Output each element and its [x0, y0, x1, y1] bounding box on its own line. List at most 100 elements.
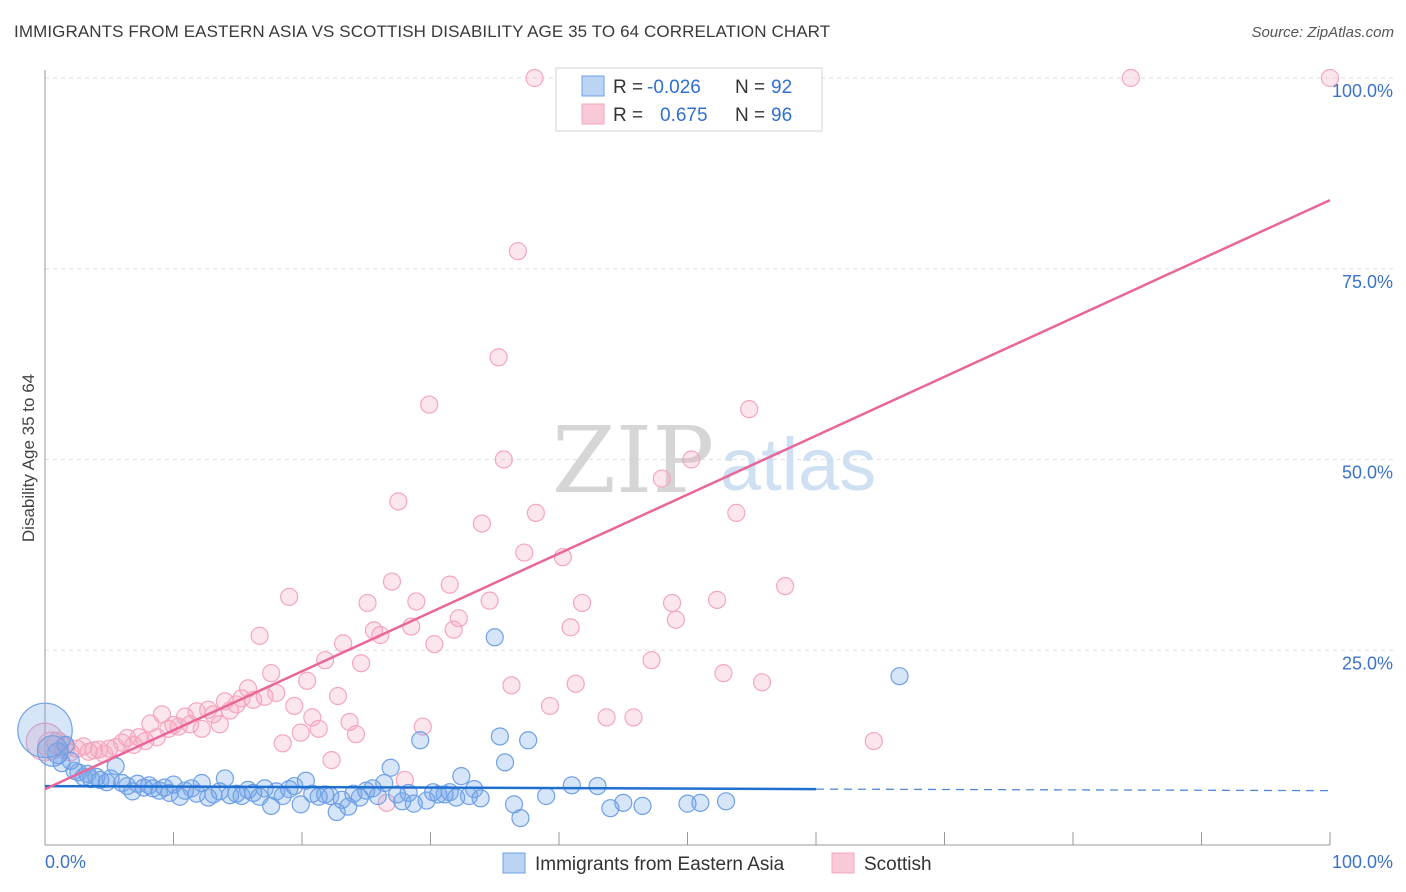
bottom-legend-label-scottish: Scottish — [864, 854, 932, 875]
point-scottish — [262, 664, 281, 683]
x-ticks: 0.0% 100.0% — [44, 832, 1393, 872]
point-scottish — [250, 626, 269, 645]
point-eastern-asia — [350, 788, 369, 807]
legend-swatch-eastern-asia — [581, 75, 605, 97]
y-tick-label: 50.0% — [1342, 463, 1393, 483]
point-eastern-asia — [633, 796, 652, 816]
point-scottish — [642, 651, 661, 670]
point-scottish — [515, 543, 534, 562]
point-scottish — [666, 610, 686, 629]
point-eastern-asia — [465, 780, 484, 799]
point-eastern-asia — [411, 731, 430, 750]
legend-n-label: N = — [735, 105, 765, 126]
point-scottish — [1121, 68, 1140, 88]
point-scottish — [413, 717, 432, 736]
point-scottish — [472, 514, 491, 533]
point-eastern-asia — [429, 785, 448, 804]
point-scottish — [494, 450, 513, 469]
point-eastern-asia — [291, 795, 310, 814]
point-scottish — [740, 400, 759, 419]
point-scottish — [662, 593, 682, 613]
point-scottish — [525, 68, 544, 88]
point-scottish — [210, 715, 229, 734]
legend-r-value: -0.026 — [647, 77, 701, 98]
legend-n-label: N = — [735, 77, 765, 98]
point-eastern-asia — [332, 790, 351, 809]
point-scottish — [707, 590, 727, 609]
point-scottish — [652, 469, 671, 488]
legend-swatch-scottish — [581, 103, 605, 125]
point-scottish — [309, 719, 328, 738]
point-eastern-asia — [562, 776, 581, 795]
y-tick-label: 25.0% — [1342, 653, 1393, 673]
point-eastern-asia — [199, 788, 218, 807]
point-scottish — [407, 592, 426, 611]
point-eastern-asia — [519, 731, 538, 750]
gridlines — [45, 77, 1393, 651]
trend-line-eastern-asia-extension — [815, 788, 1331, 792]
point-scottish — [273, 734, 292, 753]
point-scottish — [389, 492, 408, 511]
watermark: ZIP atlas — [552, 407, 876, 514]
trend-line-eastern-asia — [44, 784, 817, 791]
point-eastern-asia — [678, 794, 697, 813]
point-scottish — [540, 696, 560, 716]
point-scottish — [489, 348, 508, 367]
point-eastern-asia — [56, 735, 75, 754]
top-legend: R = -0.026 N = 92 R = 0.675 N = 96 — [555, 67, 823, 132]
point-scottish — [298, 671, 317, 690]
point-eastern-asia — [495, 753, 515, 772]
y-ticks: 25.0% 50.0% 75.0% 100.0% — [1332, 81, 1393, 673]
watermark-zip: ZIP — [552, 407, 714, 514]
legend-n-value: 92 — [771, 77, 792, 98]
bottom-legend-swatch-eastern-asia — [502, 852, 526, 874]
series-eastern-asia-points — [17, 628, 909, 828]
trend-line-scottish — [44, 198, 1331, 791]
point-eastern-asia — [381, 758, 400, 777]
point-eastern-asia — [471, 789, 490, 808]
watermark-atlas: atlas — [720, 423, 876, 506]
legend-r-label: R = — [613, 105, 643, 126]
x-tick-label: 0.0% — [45, 852, 86, 872]
point-eastern-asia — [588, 776, 607, 796]
point-scottish — [480, 591, 499, 610]
point-eastern-asia — [614, 793, 633, 812]
point-scottish — [328, 686, 348, 706]
point-eastern-asia — [17, 702, 73, 759]
bottom-legend: Immigrants from Eastern Asia Scottish — [502, 852, 932, 875]
point-scottish — [752, 673, 772, 692]
point-scottish — [291, 723, 310, 742]
y-tick-label: 75.0% — [1342, 272, 1393, 292]
source-label: Source: ZipAtlas.com — [1251, 24, 1394, 41]
y-tick-label: 100.0% — [1332, 81, 1393, 101]
point-scottish — [508, 242, 527, 261]
point-scottish — [573, 593, 592, 613]
point-scottish — [444, 620, 463, 639]
point-scottish — [727, 503, 746, 523]
point-scottish — [84, 741, 103, 760]
point-scottish — [1320, 68, 1340, 88]
point-scottish — [303, 708, 322, 727]
point-scottish — [597, 708, 616, 727]
point-eastern-asia — [280, 780, 299, 799]
point-scottish — [285, 696, 304, 716]
point-scottish — [864, 731, 883, 751]
point-eastern-asia — [485, 628, 504, 647]
point-eastern-asia — [890, 667, 909, 686]
point-scottish — [425, 635, 444, 654]
point-scottish — [322, 751, 341, 770]
x-tick-label: 100.0% — [1332, 852, 1393, 872]
bottom-legend-swatch-scottish — [831, 852, 855, 874]
point-scottish — [420, 395, 439, 414]
point-eastern-asia — [182, 779, 201, 798]
trend-lines — [44, 198, 1331, 792]
point-scottish — [561, 618, 580, 637]
point-scottish — [502, 676, 521, 695]
point-scottish — [352, 654, 371, 673]
point-scottish — [382, 572, 402, 591]
point-scottish — [714, 664, 733, 683]
point-scottish — [358, 593, 377, 613]
chart-title: IMMIGRANTS FROM EASTERN ASIA VS SCOTTISH… — [14, 22, 831, 41]
point-scottish — [449, 609, 468, 628]
